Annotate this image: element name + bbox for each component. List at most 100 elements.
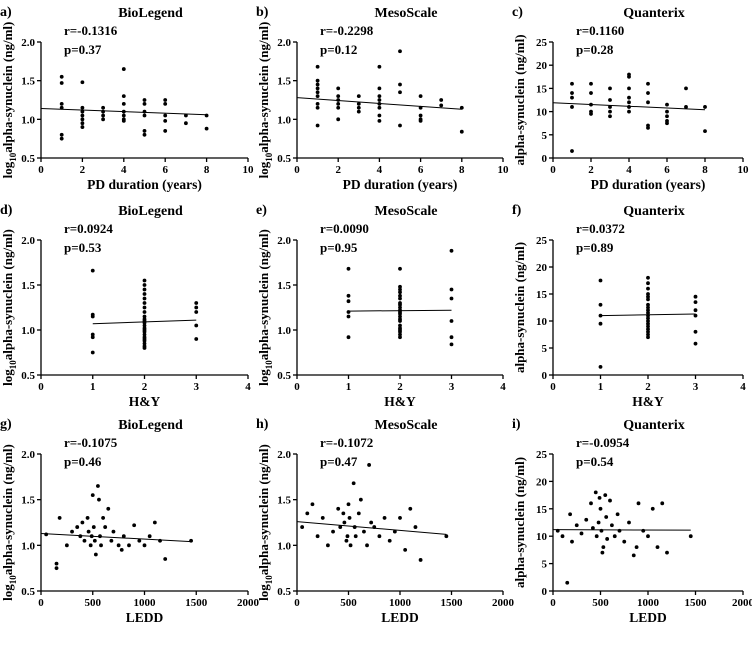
panel-5-x-tick-label: 4 xyxy=(500,381,506,393)
panel-9-y-tick-label: 15 xyxy=(536,504,548,516)
panel-7-data-point xyxy=(70,529,74,534)
panel-9-data-point xyxy=(596,520,601,525)
panel-2-x-tick-label: 0 xyxy=(294,164,300,176)
panel-2-x-tick-label: 4 xyxy=(377,164,383,176)
panel-9-data-point xyxy=(634,545,639,550)
panel-3-title: Quanterix xyxy=(623,6,684,21)
panel-1-y-tick-label: 0.5 xyxy=(21,153,35,165)
panel-1-data-point xyxy=(204,113,209,118)
panel-7-title: BioLegend xyxy=(118,418,183,433)
panel-9-data-point xyxy=(603,493,608,497)
panel-4-data-point xyxy=(142,301,147,305)
panel-5-y-axis-label: log10alpha-synuclein (ng/ml) xyxy=(256,229,274,386)
panel-8-y-tick-label: 2.0 xyxy=(277,449,291,461)
panel-1-data-point xyxy=(121,113,126,118)
panel-6-x-tick-label: 3 xyxy=(693,381,699,393)
panel-3-x-tick-label: 10 xyxy=(738,164,750,176)
panel-4-x-tick-label: 3 xyxy=(194,381,200,393)
panel-2-x-tick-label: 10 xyxy=(498,164,510,176)
panel-9-data-point xyxy=(605,537,610,541)
panel-6-data-point xyxy=(598,321,603,326)
panel-9-x-tick-label: 2000 xyxy=(732,597,752,609)
panel-2-data-point xyxy=(459,129,464,134)
panel-2-data-point xyxy=(398,49,402,54)
panel-9-data-point xyxy=(617,528,622,533)
panel-9-data-point xyxy=(568,512,572,517)
panel-2-data-point xyxy=(459,105,464,110)
panel-9-data-point xyxy=(579,531,584,536)
panel-8-data-point xyxy=(365,543,369,548)
panel-1-data-point xyxy=(142,132,147,137)
panel-6-data-point xyxy=(598,313,603,318)
panel-3-data-point xyxy=(646,91,650,95)
panel-8-data-point xyxy=(382,516,387,520)
panel-3-data-point xyxy=(665,109,669,114)
panel-3-y-tick-label: 0 xyxy=(542,153,548,165)
panel-2-data-point xyxy=(377,118,382,123)
panel-6-label: f) xyxy=(512,203,522,218)
panel-8-data-point xyxy=(367,463,371,467)
panel-8-data-point xyxy=(387,538,392,543)
panel-1-data-point xyxy=(204,126,209,131)
panel-2-y-axis-label: log10alpha-synuclein (ng/ml) xyxy=(256,22,274,179)
panel-6-data-point xyxy=(646,335,650,340)
panel-7-data-point xyxy=(147,534,152,539)
panel-4-data-point xyxy=(142,287,147,292)
panel-9-data-point xyxy=(591,526,595,530)
panel-6-y-tick-label: 5 xyxy=(542,343,548,355)
panel-3-data-point xyxy=(627,109,631,114)
panel-6-data-point xyxy=(598,365,603,369)
panel-7-data-point xyxy=(93,552,98,557)
panel-6-data-point xyxy=(646,313,650,318)
panel-3-data-point xyxy=(608,109,612,114)
panel-1-data-point xyxy=(121,67,126,71)
panel-9-data-point xyxy=(594,534,599,539)
panel-6-data-point xyxy=(646,292,650,296)
panel-7-x-tick-label: 0 xyxy=(38,597,44,609)
panel-9-data-point xyxy=(665,550,669,555)
panel-9-fit-line xyxy=(552,529,691,531)
panel-8-data-point xyxy=(351,481,356,486)
panel-7-data-point xyxy=(137,538,142,543)
panel-5-data-point xyxy=(398,287,402,292)
panel-3-data-point xyxy=(570,95,574,100)
panel-2-data-point xyxy=(377,98,382,102)
panel-3-data-point xyxy=(570,105,574,109)
panel-3-data-point xyxy=(627,100,631,105)
panel-2-data-point xyxy=(418,118,423,123)
panel-7-data-point xyxy=(89,534,94,539)
panel-7-data-point xyxy=(75,525,80,529)
panel-7-data-point xyxy=(54,566,59,571)
panel-7-x-axis-label: LEDD xyxy=(126,610,164,625)
panel-8-data-point xyxy=(352,525,357,529)
panel-2-data-point xyxy=(315,64,320,69)
panel-2-data-point xyxy=(315,78,320,83)
panel-6-y-tick-label: 15 xyxy=(536,289,548,301)
panel-5-data-point xyxy=(449,296,454,301)
panel-1-data-point xyxy=(80,80,85,85)
panel-4-data-point xyxy=(142,292,147,296)
panel-5-data-point xyxy=(398,290,402,295)
panel-9-data-point xyxy=(650,506,655,511)
panel-7-data-point xyxy=(119,548,124,552)
panel-4-label: d) xyxy=(0,203,13,218)
panel-6-data-point xyxy=(646,324,650,329)
panel-6-data-point xyxy=(646,327,650,331)
panel-7-data-point xyxy=(121,534,126,539)
panel-8-label: h) xyxy=(256,417,269,432)
panel-8-title: MesoScale xyxy=(375,418,438,433)
panel-4-data-point xyxy=(142,346,147,350)
panel-8-data-point xyxy=(338,525,343,529)
panel-4-data-point xyxy=(142,296,147,301)
panel-8-data-point xyxy=(372,525,377,529)
panel-6-data-point xyxy=(693,313,698,318)
panel-1-data-point xyxy=(163,113,168,118)
panel-5-data-point xyxy=(398,314,402,319)
panel-9-y-tick-label: 5 xyxy=(542,559,548,571)
panel-3-x-tick-label: 4 xyxy=(626,164,632,176)
panel-6-x-tick-label: 2 xyxy=(645,381,651,393)
panel-1-x-tick-label: 2 xyxy=(80,164,86,176)
panel-1-data-point xyxy=(184,113,188,118)
panel-2-label: b) xyxy=(256,5,269,20)
panel-8-fit-line xyxy=(296,521,447,535)
